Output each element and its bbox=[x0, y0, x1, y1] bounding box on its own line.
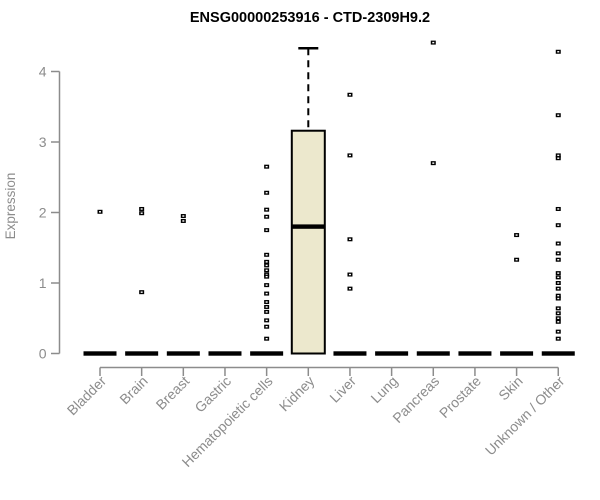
box-plot-median-collapsed bbox=[416, 351, 450, 356]
data-point-center bbox=[557, 154, 560, 157]
x-tick-label: Bladder bbox=[64, 373, 110, 419]
data-point-center bbox=[140, 291, 143, 293]
data-point-center bbox=[265, 208, 268, 211]
box-plot-median-collapsed bbox=[375, 351, 409, 356]
x-tick-label: Breast bbox=[153, 373, 193, 413]
x-tick-label: Prostate bbox=[436, 373, 484, 421]
box-plot-median-collapsed bbox=[83, 351, 117, 356]
data-point-center bbox=[348, 238, 351, 240]
data-point-center bbox=[557, 297, 560, 300]
data-point-center bbox=[265, 269, 268, 272]
y-tick-label: 4 bbox=[39, 64, 47, 80]
data-point-center bbox=[265, 301, 268, 303]
box-plot-median-collapsed bbox=[500, 351, 534, 356]
data-point-center bbox=[557, 252, 560, 255]
data-point-center bbox=[557, 294, 560, 297]
data-point-center bbox=[348, 287, 351, 290]
data-point-center bbox=[348, 154, 351, 157]
data-point-center bbox=[265, 165, 268, 168]
box-plot-median-collapsed bbox=[125, 351, 159, 356]
data-point-center bbox=[140, 212, 143, 214]
data-point-center bbox=[557, 208, 560, 210]
data-point-center bbox=[265, 254, 268, 256]
data-point-center bbox=[557, 276, 560, 279]
data-point-center bbox=[557, 287, 560, 290]
y-tick-label: 0 bbox=[39, 346, 47, 362]
data-point-center bbox=[557, 259, 560, 261]
data-point-center bbox=[182, 220, 185, 222]
data-point-center bbox=[348, 273, 351, 276]
data-point-center bbox=[557, 282, 560, 284]
data-point-center bbox=[265, 229, 268, 231]
data-point-center bbox=[557, 307, 560, 310]
data-point-center bbox=[265, 192, 268, 194]
y-tick-label: 3 bbox=[39, 134, 47, 150]
data-point-center bbox=[557, 337, 560, 340]
data-point-center bbox=[265, 284, 268, 286]
box-plot-median bbox=[291, 224, 325, 229]
box-plot-median-collapsed bbox=[458, 351, 492, 356]
box-plot-box bbox=[290, 129, 326, 355]
box-plot-median-collapsed bbox=[166, 351, 200, 356]
chart-title: ENSG00000253916 - CTD-2309H9.2 bbox=[190, 10, 430, 26]
data-point-center bbox=[265, 311, 268, 313]
x-tick-label: Skin bbox=[495, 373, 526, 404]
y-axis-label: Expression bbox=[3, 173, 18, 240]
data-point-center bbox=[265, 319, 268, 322]
data-point-center bbox=[557, 157, 560, 159]
data-point-center bbox=[265, 337, 268, 340]
data-point-center bbox=[557, 317, 560, 319]
data-point-center bbox=[557, 114, 560, 116]
x-tick-label: Liver bbox=[326, 373, 359, 406]
data-point-center bbox=[265, 326, 268, 328]
data-point-center bbox=[140, 208, 143, 210]
box-plot-median-collapsed bbox=[333, 351, 367, 356]
data-point-center bbox=[432, 41, 435, 44]
data-point-center bbox=[265, 292, 268, 295]
data-point-center bbox=[348, 94, 351, 96]
data-point-center bbox=[557, 224, 560, 226]
data-point-center bbox=[265, 275, 268, 278]
x-tick-label: Brain bbox=[116, 373, 150, 407]
data-point-center bbox=[557, 321, 560, 323]
data-point-center bbox=[515, 234, 518, 236]
data-point-center bbox=[432, 162, 435, 164]
data-point-center bbox=[182, 215, 185, 217]
x-tick-label: Unknown / Other bbox=[482, 373, 568, 459]
box-plot-median-collapsed bbox=[541, 351, 575, 356]
data-point-center bbox=[515, 259, 518, 261]
data-point-center bbox=[265, 261, 268, 263]
data-point-center bbox=[557, 51, 560, 53]
data-point-center bbox=[265, 306, 268, 308]
data-point-center bbox=[557, 330, 560, 333]
data-point-center bbox=[99, 211, 101, 213]
y-tick-label: 1 bbox=[39, 275, 47, 291]
x-tick-label: Kidney bbox=[276, 373, 318, 415]
data-point-center bbox=[265, 273, 268, 276]
data-point-center bbox=[265, 216, 268, 218]
data-point-center bbox=[557, 272, 560, 274]
data-point-center bbox=[557, 242, 560, 245]
box-plot-median-collapsed bbox=[250, 351, 284, 356]
data-point-center bbox=[265, 264, 268, 267]
y-tick-label: 2 bbox=[39, 205, 47, 221]
x-tick-label: Lung bbox=[367, 373, 400, 406]
data-point-center bbox=[557, 312, 560, 315]
box-plot-median-collapsed bbox=[208, 351, 242, 356]
